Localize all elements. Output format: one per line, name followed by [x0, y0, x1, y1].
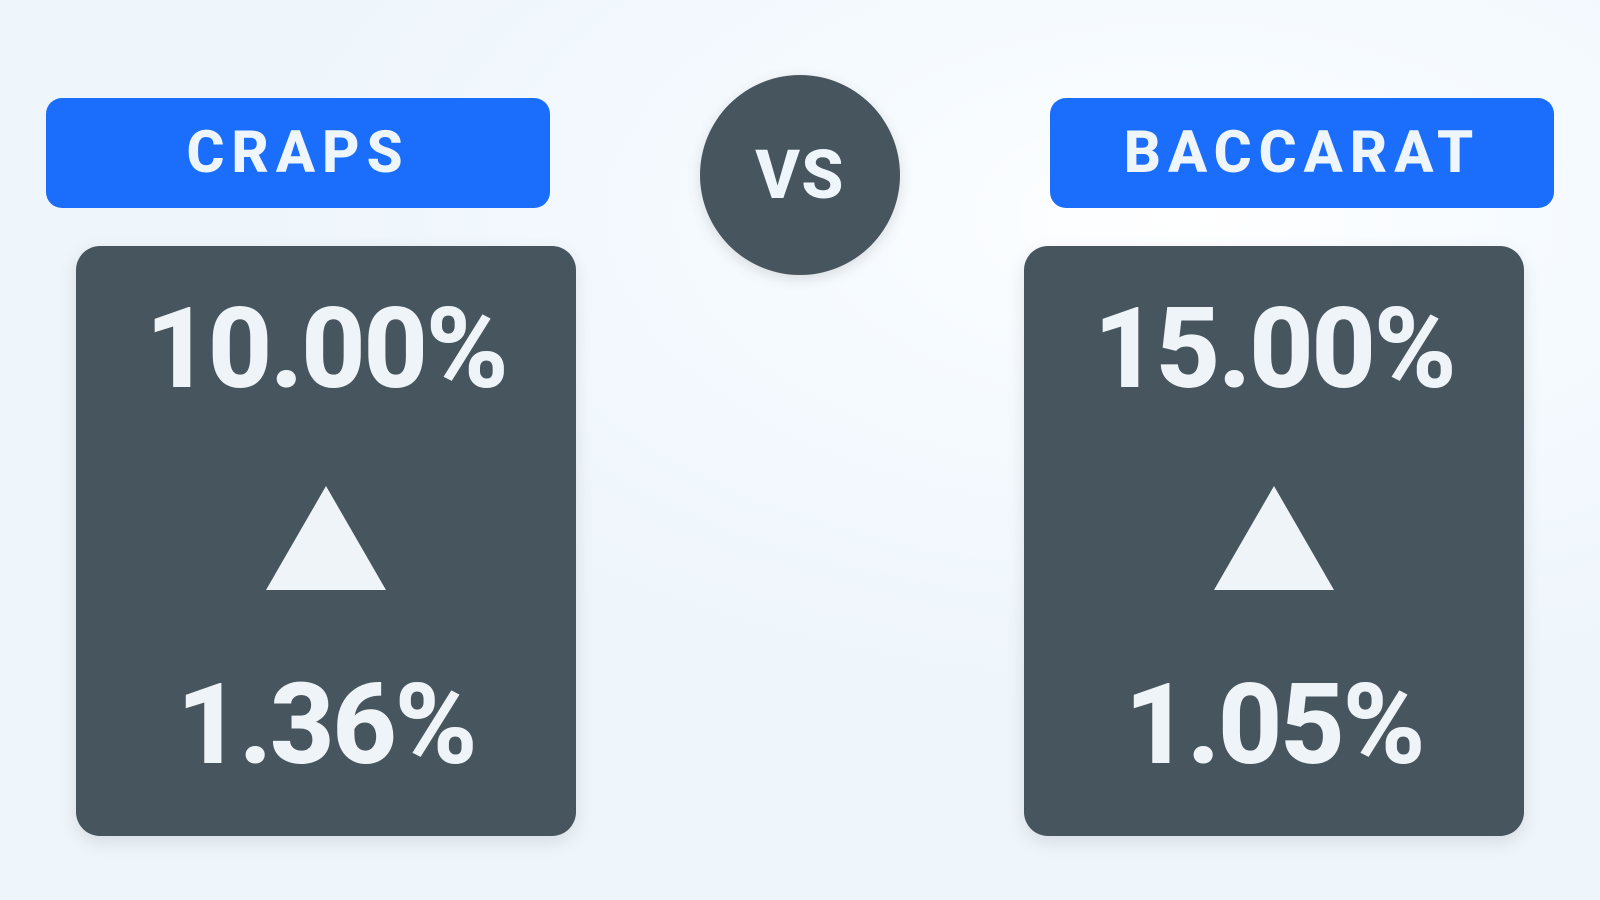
vs-text: VS [755, 135, 845, 215]
vs-badge: VS [700, 75, 900, 275]
label-text-left: CRAPS [186, 119, 409, 187]
comparison-stage: CRAPS BACCARAT VS 10.00% 1.36% 15.00% 1.… [0, 0, 1600, 900]
stat-top-baccarat: 15.00% [1093, 294, 1454, 406]
stat-card-baccarat: 15.00% 1.05% [1024, 246, 1524, 836]
stat-bottom-craps: 1.36% [177, 670, 476, 782]
label-pill-baccarat: BACCARAT [1050, 98, 1554, 208]
stat-top-craps: 10.00% [145, 294, 506, 406]
triangle-up-icon [266, 486, 386, 590]
stat-bottom-baccarat: 1.05% [1125, 670, 1424, 782]
label-pill-craps: CRAPS [46, 98, 550, 208]
stat-card-craps: 10.00% 1.36% [76, 246, 576, 836]
label-text-right: BACCARAT [1124, 119, 1480, 187]
triangle-up-icon [1214, 486, 1334, 590]
